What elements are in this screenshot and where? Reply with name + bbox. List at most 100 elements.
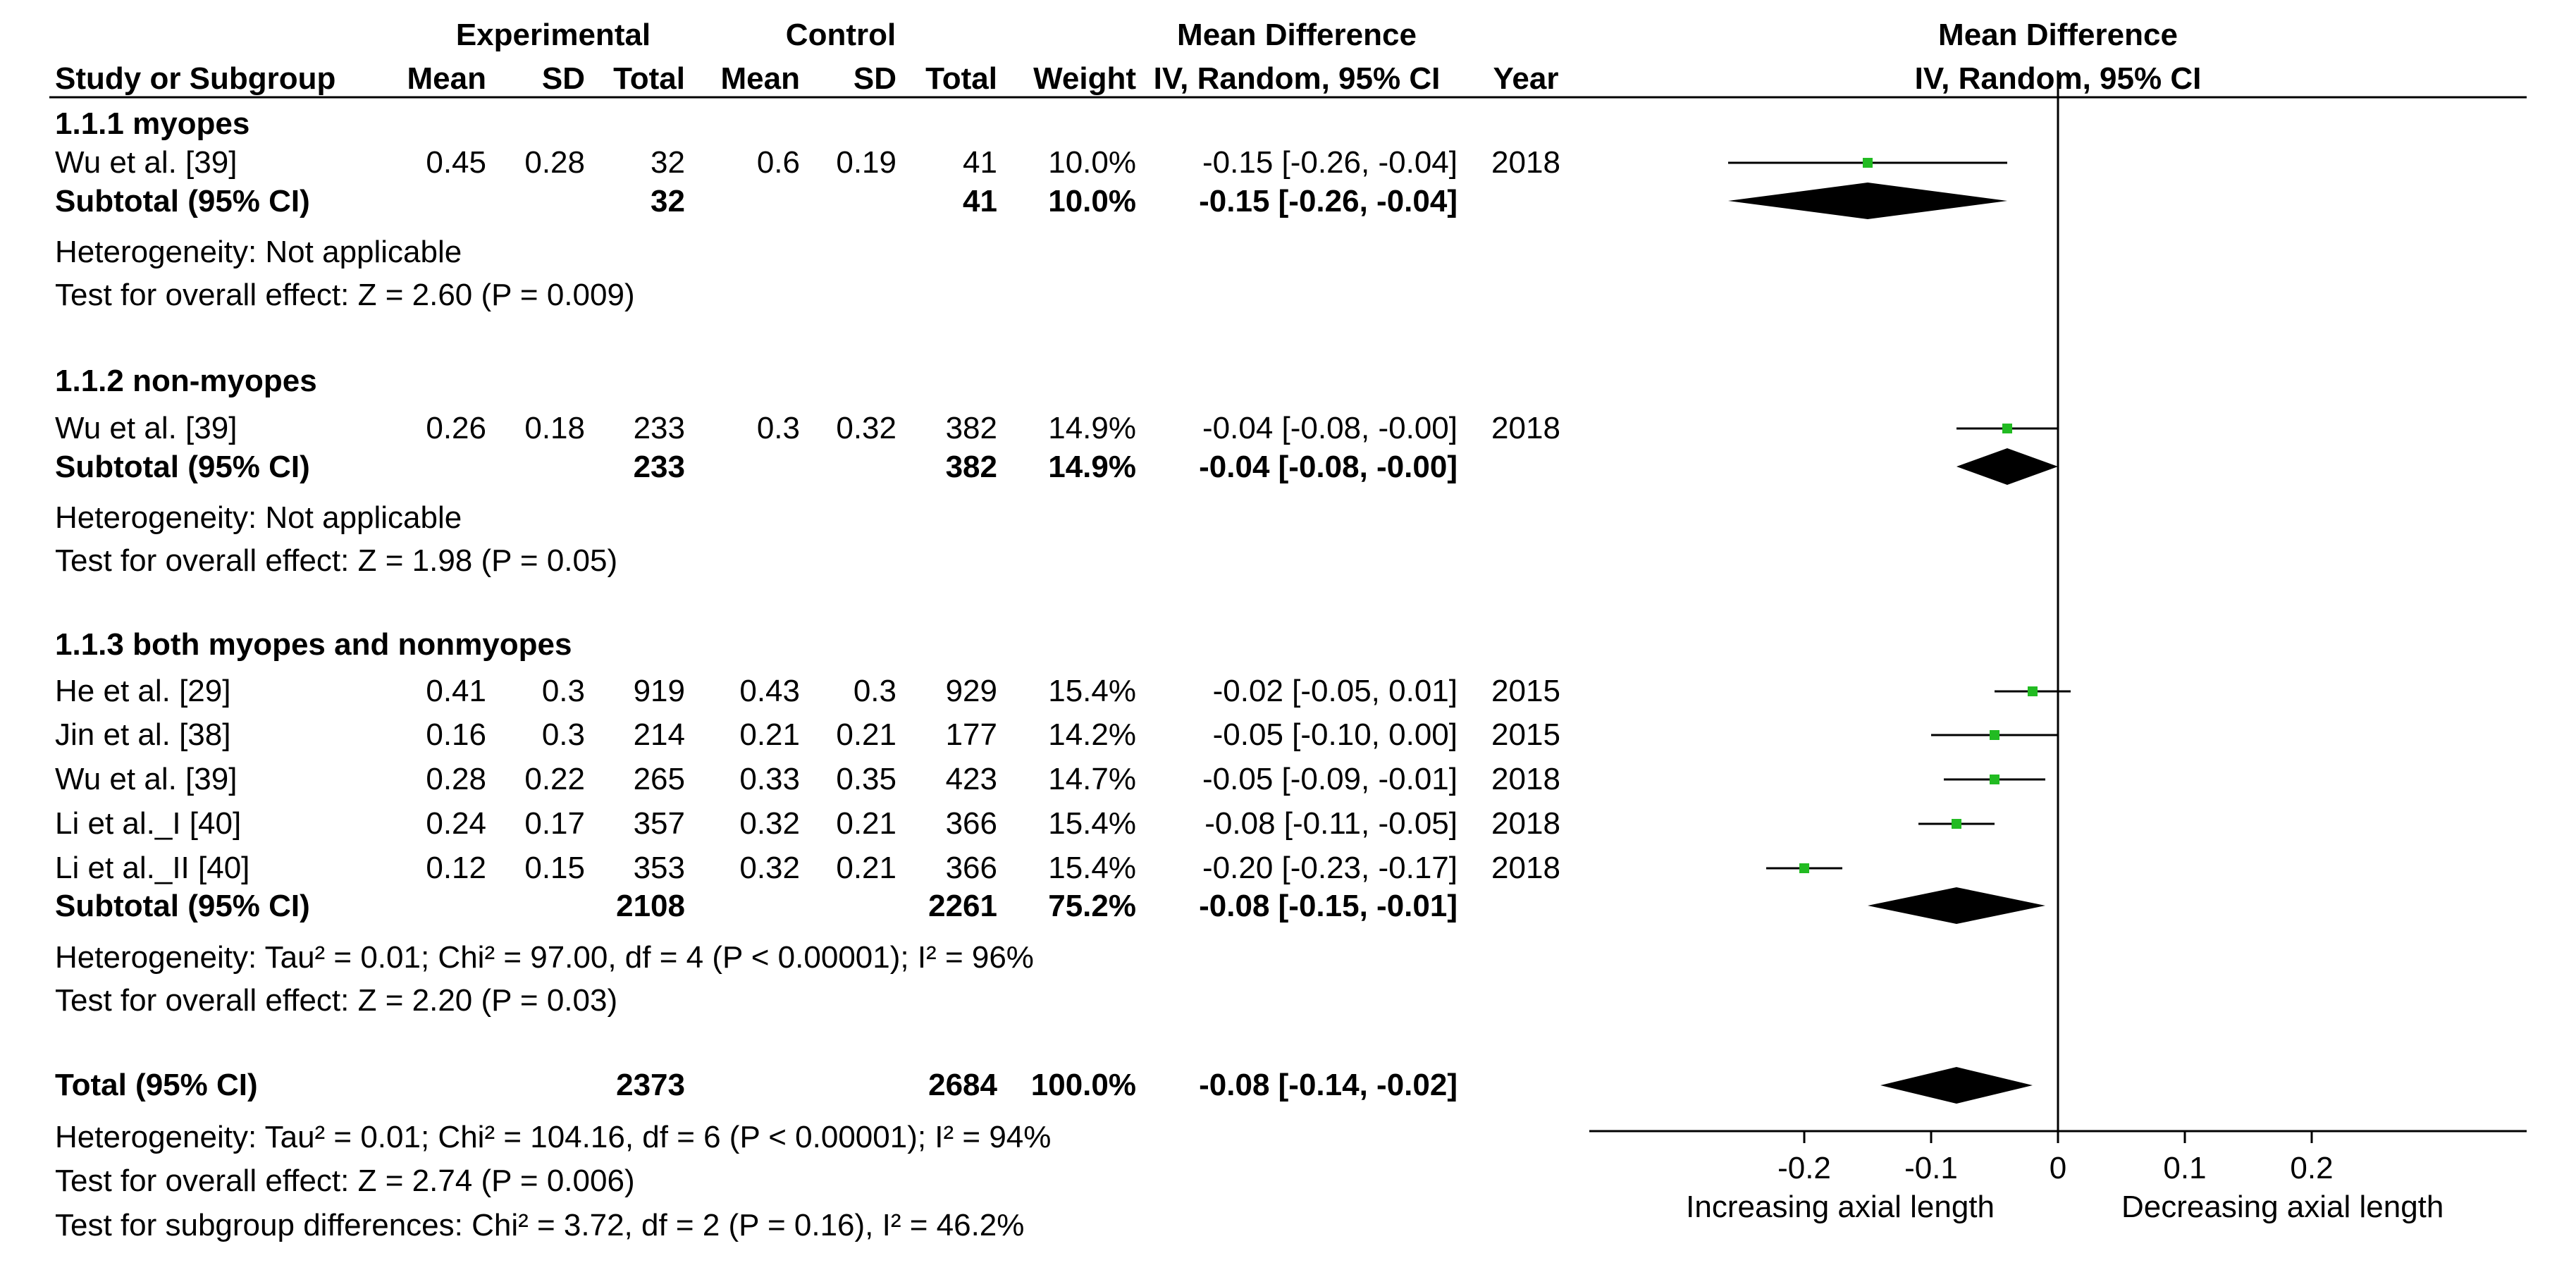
total-exp-total: 2373 [616, 1068, 685, 1102]
study-exp-total: 214 [634, 717, 685, 752]
study-ctrl-total: 382 [946, 411, 997, 445]
study-ctrl-sd: 0.32 [836, 411, 896, 445]
heterogeneity-text: Heterogeneity: Not applicable [55, 500, 462, 535]
subtotal-label: Subtotal (95% CI) [55, 184, 310, 218]
study-exp-total: 32 [651, 145, 685, 180]
col-study: Study or Subgroup [55, 61, 335, 96]
study-effect-square [1952, 819, 1961, 829]
study-year: 2018 [1491, 851, 1560, 885]
study-year: 2018 [1491, 806, 1560, 841]
study-exp-mean: 0.12 [426, 851, 486, 885]
study-weight: 14.7% [1048, 762, 1136, 796]
study-exp-sd: 0.28 [524, 145, 585, 180]
study-effect-square [1990, 730, 1999, 740]
subtotal-ci: -0.08 [-0.15, -0.01] [1199, 889, 1458, 923]
subtotal-exp-total: 32 [651, 184, 685, 218]
study-exp-total: 265 [634, 762, 685, 796]
study-ctrl-total: 929 [946, 674, 997, 708]
study-weight: 14.9% [1048, 411, 1136, 445]
study-exp-mean: 0.24 [426, 806, 486, 841]
col-ctrl-total: Total [925, 61, 997, 96]
study-ctrl-mean: 0.21 [739, 717, 800, 752]
study-ctrl-total: 423 [946, 762, 997, 796]
control-group-header: Control [786, 18, 896, 52]
study-exp-mean: 0.41 [426, 674, 486, 708]
study-ci: -0.08 [-0.11, -0.05] [1204, 806, 1458, 841]
favours-right-label: Decreasing axial length [2121, 1190, 2443, 1224]
study-ci: -0.15 [-0.26, -0.04] [1202, 145, 1458, 180]
overall-effect-text: Test for overall effect: Z = 2.60 (P = 0… [55, 278, 635, 312]
col-year: Year [1493, 61, 1559, 96]
study-weight: 14.2% [1048, 717, 1136, 752]
study-ci: -0.20 [-0.23, -0.17] [1202, 851, 1458, 885]
study-ctrl-mean: 0.3 [757, 411, 800, 445]
experimental-group-header: Experimental [456, 18, 651, 52]
study-ctrl-total: 366 [946, 806, 997, 841]
x-tick-label: 0 [2050, 1151, 2066, 1185]
subgroup-title: 1.1.1 myopes [55, 106, 249, 141]
study-ci: -0.05 [-0.09, -0.01] [1202, 762, 1458, 796]
subtotal-exp-total: 2108 [616, 889, 685, 923]
study-ctrl-sd: 0.21 [836, 717, 896, 752]
total-diamond [1880, 1067, 2033, 1104]
study-ctrl-total: 177 [946, 717, 997, 752]
x-tick-label: 0.1 [2163, 1151, 2206, 1185]
subtotal-weight: 75.2% [1048, 889, 1136, 923]
study-exp-mean: 0.28 [426, 762, 486, 796]
col-exp-sd: SD [542, 61, 585, 96]
study-name: Wu et al. [39] [55, 145, 237, 180]
study-ctrl-sd: 0.35 [836, 762, 896, 796]
col-ctrl-mean: Mean [721, 61, 800, 96]
study-ctrl-mean: 0.32 [739, 851, 800, 885]
study-year: 2018 [1491, 762, 1560, 796]
subtotal-ctrl-total: 382 [946, 450, 997, 484]
subtotal-label: Subtotal (95% CI) [55, 889, 310, 923]
subtotal-diamond [1956, 448, 2058, 485]
study-weight: 15.4% [1048, 851, 1136, 885]
study-name: Li et al._I [40] [55, 806, 241, 841]
subtotal-weight: 14.9% [1048, 450, 1136, 484]
study-ctrl-total: 41 [963, 145, 997, 180]
study-year: 2015 [1491, 717, 1560, 752]
study-weight: 15.4% [1048, 674, 1136, 708]
col-exp-mean: Mean [407, 61, 486, 96]
study-ctrl-sd: 0.21 [836, 851, 896, 885]
total-overall-effect-text: Test for overall effect: Z = 2.74 (P = 0… [55, 1164, 635, 1198]
study-exp-sd: 0.17 [524, 806, 585, 841]
study-exp-mean: 0.16 [426, 717, 486, 752]
study-exp-sd: 0.3 [542, 674, 585, 708]
total-ctrl-total: 2684 [928, 1068, 997, 1102]
study-exp-sd: 0.22 [524, 762, 585, 796]
study-effect-square [2028, 686, 2038, 696]
favours-left-label: Increasing axial length [1686, 1190, 1995, 1224]
study-weight: 15.4% [1048, 806, 1136, 841]
total-weight: 100.0% [1031, 1068, 1136, 1102]
study-ctrl-mean: 0.6 [757, 145, 800, 180]
col-exp-total: Total [613, 61, 685, 96]
subtotal-diamond [1868, 887, 2045, 924]
study-year: 2018 [1491, 411, 1560, 445]
study-ctrl-mean: 0.32 [739, 806, 800, 841]
study-exp-mean: 0.45 [426, 145, 486, 180]
study-exp-total: 919 [634, 674, 685, 708]
study-ci: -0.04 [-0.08, -0.00] [1202, 411, 1458, 445]
overall-effect-text: Test for overall effect: Z = 2.20 (P = 0… [55, 983, 617, 1018]
study-exp-total: 353 [634, 851, 685, 885]
mean-difference-header: Mean Difference [1177, 18, 1417, 52]
study-exp-total: 233 [634, 411, 685, 445]
study-exp-sd: 0.18 [524, 411, 585, 445]
study-weight: 10.0% [1048, 145, 1136, 180]
subgroup-title: 1.1.3 both myopes and nonmyopes [55, 627, 572, 662]
subtotal-exp-total: 233 [634, 450, 685, 484]
study-exp-sd: 0.15 [524, 851, 585, 885]
subgroup-title: 1.1.2 non-myopes [55, 364, 317, 398]
study-effect-square [1863, 158, 1873, 168]
study-exp-mean: 0.26 [426, 411, 486, 445]
study-name: Jin et al. [38] [55, 717, 230, 752]
study-ctrl-total: 366 [946, 851, 997, 885]
x-tick-label: -0.2 [1777, 1151, 1831, 1185]
subgroup-differences-text: Test for subgroup differences: Chi² = 3.… [55, 1208, 1024, 1242]
subtotal-diamond [1728, 183, 2007, 219]
study-ci: -0.02 [-0.05, 0.01] [1213, 674, 1458, 708]
study-effect-square [1990, 775, 1999, 784]
